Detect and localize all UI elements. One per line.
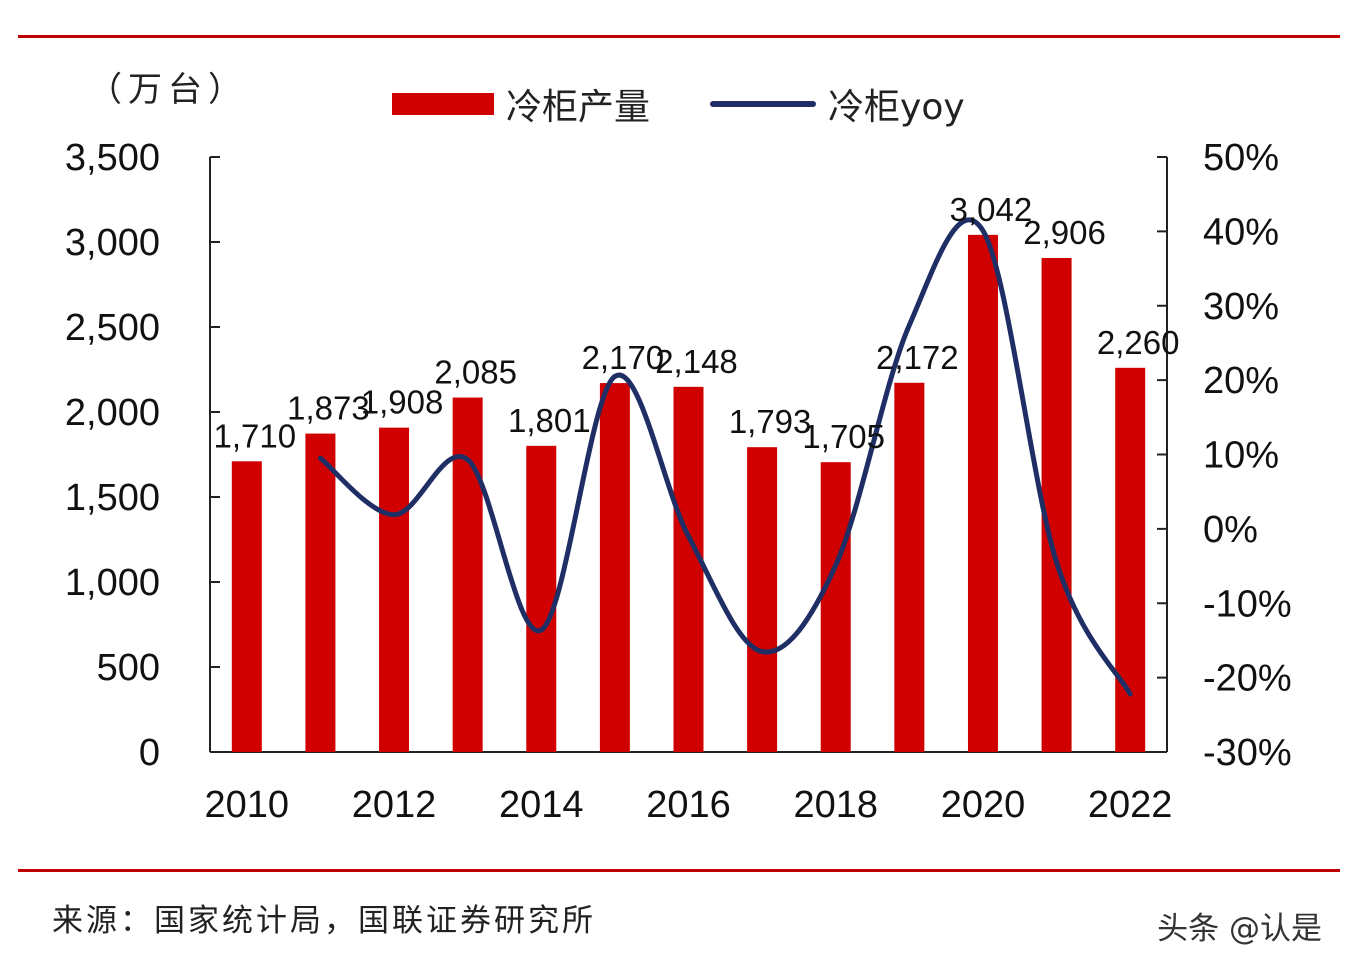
bar-2018	[820, 462, 851, 752]
bar-data-label: 3,042	[950, 191, 1033, 228]
left-tick-label: 0	[139, 732, 160, 774]
bar-data-label: 1,705	[802, 418, 885, 455]
legend-bar-swatch	[392, 93, 494, 115]
x-tick-label: 2022	[1088, 784, 1173, 826]
bar-data-label: 1,793	[729, 403, 812, 440]
bar-data-label: 1,908	[361, 384, 444, 421]
bar-data-label: 1,873	[287, 390, 370, 427]
left-tick-label: 2,500	[65, 307, 160, 349]
bar-data-label: 1,801	[508, 402, 591, 439]
bar-2016	[673, 386, 704, 752]
left-tick-label: 1,000	[65, 562, 160, 604]
right-tick-label: 20%	[1203, 360, 1279, 402]
bar-2014	[526, 445, 557, 752]
bar-data-label: 2,260	[1097, 324, 1180, 361]
legend-line-label: 冷柜yoy	[828, 87, 965, 128]
x-tick-label: 2014	[499, 784, 584, 826]
x-tick-label: 2012	[352, 784, 437, 826]
bar-2019	[894, 382, 925, 752]
bar-data-label: 2,172	[876, 339, 959, 376]
left-tick-label: 1,500	[65, 477, 160, 519]
right-tick-label: 50%	[1203, 137, 1279, 179]
right-tick-label: 10%	[1203, 435, 1279, 477]
yoy-line	[317, 217, 1133, 697]
bar-2011	[305, 433, 336, 752]
right-tick-label: 40%	[1203, 211, 1279, 253]
bar-2012	[379, 427, 410, 752]
bar-data-label: 2,085	[434, 354, 517, 391]
bottom-rule	[18, 869, 1340, 872]
right-tick-label: -20%	[1203, 658, 1292, 700]
bar-data-label: 2,906	[1023, 214, 1106, 251]
top-rule	[18, 35, 1340, 38]
bar-2013	[452, 397, 483, 752]
bar-2020	[967, 234, 998, 753]
watermark: 头条 @认是	[1157, 911, 1322, 947]
bar-2021	[1041, 257, 1072, 752]
legend-line-swatch	[710, 101, 817, 107]
right-tick-label: -10%	[1203, 583, 1292, 625]
bar-2015	[599, 383, 630, 752]
left-tick-label: 2,000	[65, 392, 160, 434]
right-tick-label: -30%	[1203, 732, 1292, 774]
legend-bar-label: 冷柜产量	[506, 87, 651, 128]
bar-2010	[231, 461, 262, 752]
bar-2017	[747, 447, 778, 752]
right-tick-label: 30%	[1203, 286, 1279, 328]
bar-data-label: 1,710	[214, 417, 297, 454]
bar-data-label: 2,148	[655, 343, 738, 380]
x-tick-label: 2016	[646, 784, 731, 826]
source-note: 来源：国家统计局，国联证券研究所	[52, 903, 596, 939]
left-tick-label: 3,000	[65, 222, 160, 264]
bar-2022	[1115, 367, 1146, 752]
x-tick-label: 2018	[793, 784, 878, 826]
x-tick-label: 2020	[941, 784, 1026, 826]
unit-label: （万台）	[88, 70, 248, 110]
left-tick-label: 500	[97, 647, 160, 689]
bar-data-label: 2,170	[582, 339, 665, 376]
left-tick-label: 3,500	[65, 137, 160, 179]
x-tick-label: 2010	[205, 784, 290, 826]
right-tick-label: 0%	[1203, 509, 1258, 551]
legend: 冷柜产量 冷柜yoy	[392, 78, 965, 130]
